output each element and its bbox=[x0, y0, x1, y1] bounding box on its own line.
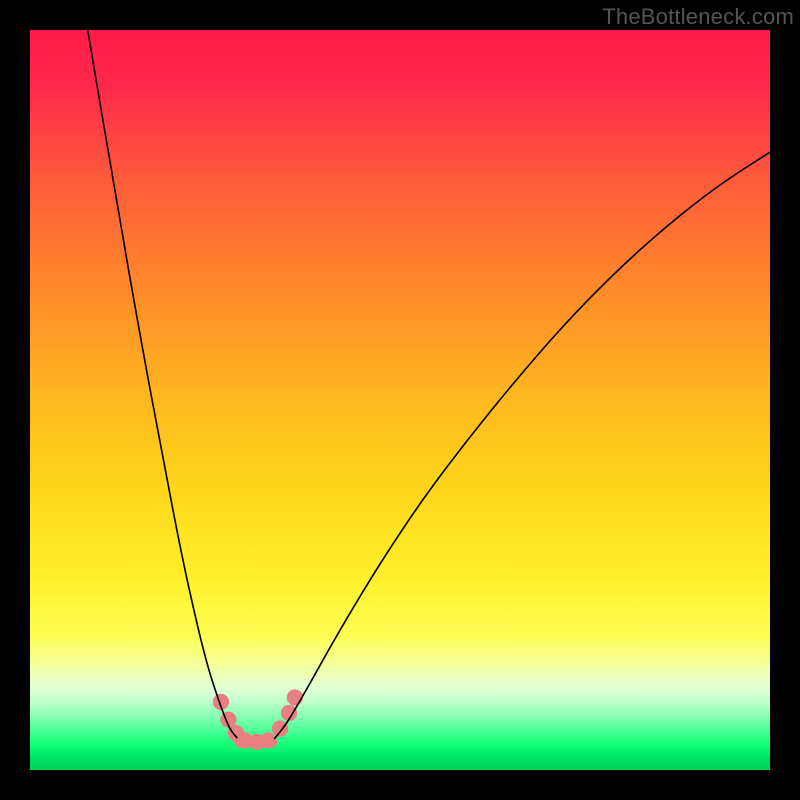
plot-area bbox=[30, 30, 770, 770]
left-curve bbox=[88, 30, 237, 738]
marker-dot bbox=[287, 689, 303, 705]
watermark-text: TheBottleneck.com bbox=[602, 4, 794, 30]
curves-layer bbox=[30, 30, 770, 770]
chart-container: TheBottleneck.com bbox=[0, 0, 800, 800]
right-curve bbox=[274, 152, 770, 739]
